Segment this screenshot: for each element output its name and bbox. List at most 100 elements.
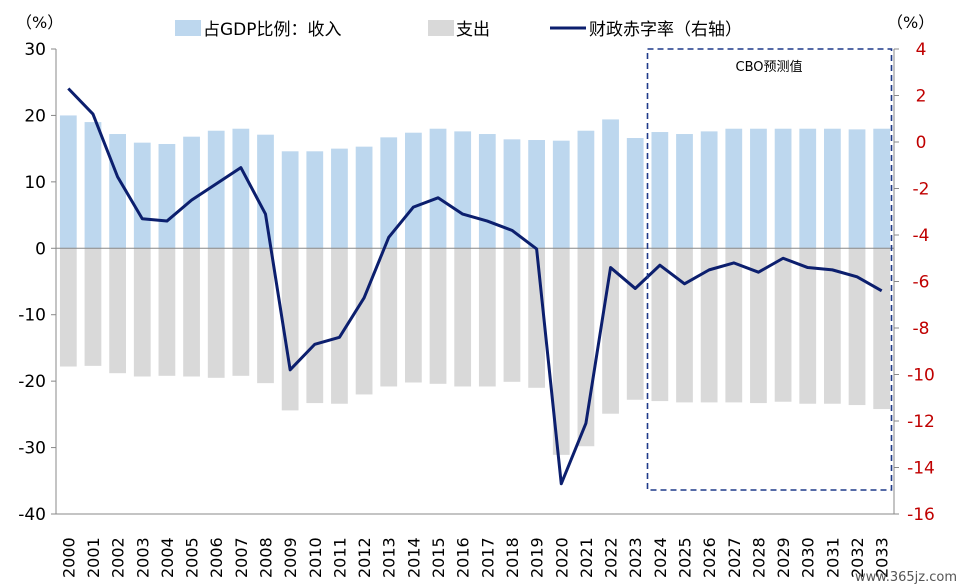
expenditure-bar-2028 <box>750 248 767 404</box>
year-label-2022: 2022 <box>602 537 621 578</box>
year-label-2024: 2024 <box>651 537 670 578</box>
year-label-2021: 2021 <box>577 537 596 578</box>
year-label-2003: 2003 <box>133 537 152 578</box>
revenue-bar-2009 <box>281 151 299 249</box>
left-tick-label: 20 <box>24 106 46 126</box>
expenditure-bar-2005 <box>183 248 200 377</box>
revenue-bar-2005 <box>183 136 200 249</box>
year-label-2009: 2009 <box>281 537 300 578</box>
expenditure-bar-2029 <box>774 248 792 402</box>
year-label-2031: 2031 <box>823 537 842 578</box>
expenditure-bar-2031 <box>824 248 841 404</box>
right-tick-label: -14 <box>907 459 935 479</box>
expenditure-bar-2004 <box>158 248 176 376</box>
year-label-2005: 2005 <box>183 537 202 578</box>
revenue-bar-2026 <box>700 131 718 249</box>
expenditure-bar-2033 <box>873 248 891 410</box>
expenditure-bar-2002 <box>109 248 126 374</box>
year-label-2026: 2026 <box>700 537 719 578</box>
revenue-bar-2027 <box>725 128 743 249</box>
revenue-bar-2025 <box>676 134 693 249</box>
year-label-2001: 2001 <box>84 537 103 578</box>
year-label-2019: 2019 <box>528 537 547 578</box>
expenditure-bar-2003 <box>133 248 151 377</box>
expenditure-bar-2020 <box>552 248 570 455</box>
year-label-2014: 2014 <box>404 537 423 578</box>
right-tick-label: -4 <box>913 226 930 246</box>
year-label-2010: 2010 <box>306 537 325 578</box>
left-tick-label: 0 <box>35 239 46 259</box>
left-tick-label: -30 <box>18 439 46 459</box>
revenue-bar-2018 <box>503 139 521 249</box>
revenue-bar-2020 <box>552 140 570 249</box>
year-label-2000: 2000 <box>59 537 78 578</box>
watermark: www.365jz.com <box>855 570 957 585</box>
expenditure-bar-2014 <box>405 248 422 383</box>
year-label-2006: 2006 <box>207 537 226 578</box>
cbo-forecast-box: CBO预测值 <box>646 48 893 491</box>
revenue-bar-2004 <box>158 143 176 249</box>
year-label-2018: 2018 <box>503 537 522 578</box>
year-label-2032: 2032 <box>848 537 867 578</box>
expenditure-bar-2024 <box>651 248 669 402</box>
revenue-bar-2017 <box>478 134 496 249</box>
right-tick-label: -6 <box>913 273 930 293</box>
revenue-bar-2023 <box>626 138 644 249</box>
revenue-bar-2030 <box>799 128 817 249</box>
left-tick-label: 10 <box>24 173 46 193</box>
expenditure-bar-2007 <box>232 248 250 376</box>
year-label-2007: 2007 <box>232 537 251 578</box>
legend-swatch-revenue <box>175 20 201 36</box>
year-label-2002: 2002 <box>109 537 128 578</box>
expenditure-bar-2016 <box>454 248 472 387</box>
axes-layer <box>51 48 899 515</box>
left-tick-label: -40 <box>18 505 46 525</box>
legend-label-deficit: 财政赤字率（右轴） <box>589 20 742 40</box>
expenditure-bar-2011 <box>331 248 348 404</box>
revenue-bar-2021 <box>577 130 595 249</box>
expenditure-bar-2001 <box>84 248 102 366</box>
revenue-bar-2011 <box>331 148 348 249</box>
year-label-2011: 2011 <box>330 537 349 578</box>
expenditure-bar-2008 <box>257 248 274 384</box>
right-tick-label: -16 <box>907 505 935 525</box>
right-tick-label: 2 <box>916 87 927 107</box>
cbo-forecast-label: CBO预测值 <box>736 59 803 75</box>
legend: 占GDP比例：收入 支出 财政赤字率（右轴） <box>175 20 742 40</box>
year-label-2029: 2029 <box>774 537 793 578</box>
left-tick-label: -20 <box>18 372 46 392</box>
year-label-2013: 2013 <box>380 537 399 578</box>
revenue-bar-2006 <box>207 130 225 249</box>
revenue-bar-2002 <box>109 134 126 249</box>
year-label-2012: 2012 <box>355 537 374 578</box>
revenue-bar-2013 <box>380 137 398 249</box>
right-tick-label: 4 <box>916 40 927 60</box>
revenue-bar-2015 <box>429 128 447 249</box>
expenditure-bar-2000 <box>59 248 77 367</box>
year-label-2020: 2020 <box>552 537 571 578</box>
expenditure-bar-2027 <box>725 248 743 403</box>
expenditure-bar-2015 <box>429 248 447 384</box>
expenditure-bar-2017 <box>478 248 496 387</box>
legend-label-revenue: 占GDP比例：收入 <box>203 20 342 40</box>
revenue-bar-2029 <box>774 128 792 249</box>
revenue-bar-2007 <box>232 128 250 249</box>
expenditure-bar-2010 <box>306 248 324 404</box>
cbo-forecast-frame <box>646 48 893 491</box>
bars-layer <box>59 115 891 455</box>
legend-swatch-expenditure <box>428 20 454 36</box>
expenditure-bar-2025 <box>676 248 693 403</box>
revenue-bar-2014 <box>405 132 422 249</box>
revenue-bar-2001 <box>84 122 102 249</box>
right-tick-label: -10 <box>907 366 935 386</box>
expenditure-bar-2009 <box>281 248 299 411</box>
year-label-2004: 2004 <box>158 537 177 578</box>
expenditure-bar-2023 <box>626 248 644 400</box>
revenue-bar-2033 <box>873 128 891 249</box>
deficit-line-layer <box>67 87 883 486</box>
year-label-2027: 2027 <box>725 537 744 578</box>
left-tick-label: 30 <box>24 40 46 60</box>
revenue-bar-2012 <box>355 146 373 249</box>
revenue-bar-2032 <box>848 129 866 249</box>
